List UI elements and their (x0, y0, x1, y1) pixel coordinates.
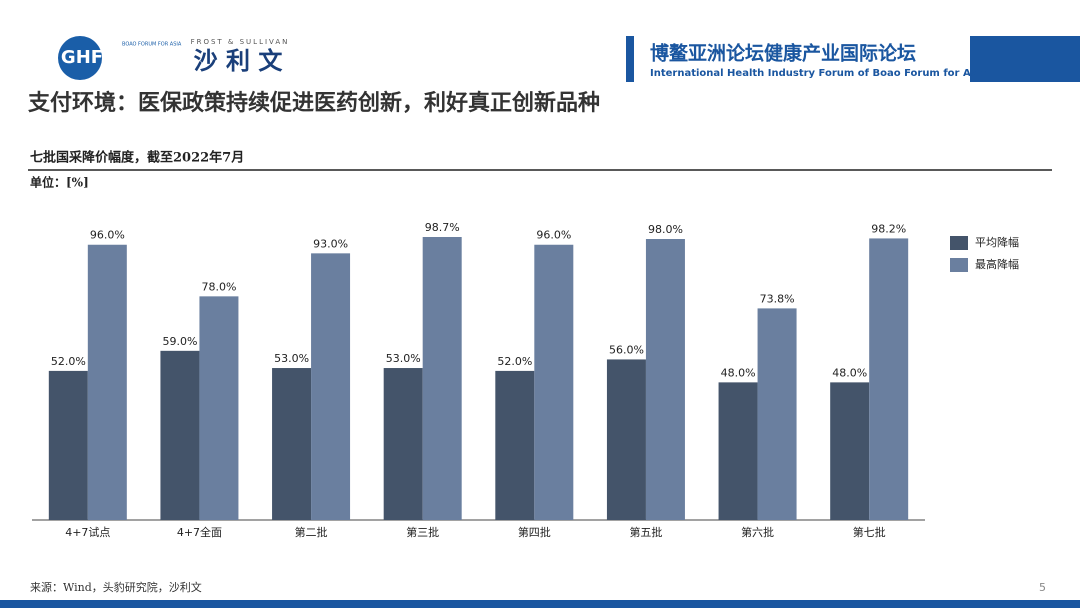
slide-title: 支付环境：医保政策持续促进医药创新，利好真正创新品种 (28, 90, 600, 116)
value-label: 98.0% (648, 223, 683, 236)
source: 来源：Wind，头豹研究院，沙利文 (30, 580, 202, 594)
value-label: 98.7% (425, 221, 460, 234)
value-label: 73.8% (760, 292, 795, 305)
bar (199, 296, 239, 520)
bar (311, 253, 351, 521)
bar (272, 368, 312, 520)
bar (645, 239, 685, 521)
value-label: 52.0% (497, 355, 532, 368)
brand-en: FROST & SULLIVAN (191, 38, 290, 46)
bar (48, 370, 88, 520)
value-label: 96.0% (90, 229, 125, 242)
bar (383, 368, 423, 520)
forum-cn: 博鳌亚洲论坛健康产业国际论坛 (650, 42, 916, 65)
legend-swatch (950, 258, 968, 272)
value-label: 52.0% (51, 355, 86, 368)
value-label: 59.0% (162, 335, 197, 348)
x-tick-label: 第四批 (518, 525, 551, 539)
x-tick-label: 4+7全面 (177, 525, 222, 539)
value-label: 96.0% (536, 229, 571, 242)
logo-globe (58, 36, 102, 80)
legend-swatch (950, 236, 968, 250)
logo-text: GHF (61, 47, 103, 68)
x-tick-label: 第七批 (853, 525, 886, 539)
brand: 沙 利 文 (194, 47, 284, 75)
chart-title: 七批国采降价幅度，截至2022年7月 (30, 150, 244, 166)
logo-small: BOAO FORUM FOR ASIA (122, 42, 182, 48)
forum-en: International Health Industry Forum of B… (650, 68, 987, 79)
bar (606, 359, 646, 520)
legend-label: 最高降幅 (975, 257, 1019, 271)
bar (757, 308, 797, 520)
value-label: 78.0% (201, 280, 236, 293)
legend-label: 平均降幅 (975, 235, 1019, 249)
value-label: 53.0% (274, 352, 309, 365)
bar (160, 350, 200, 520)
bar (534, 244, 574, 520)
value-label: 48.0% (832, 366, 867, 379)
x-tick-label: 第三批 (406, 525, 439, 539)
header-accent (626, 36, 634, 82)
value-label: 98.2% (871, 222, 906, 235)
x-tick-label: 4+7试点 (65, 526, 110, 539)
footer-bar (0, 600, 1080, 608)
unit: 单位：[%] (30, 175, 89, 190)
bar (422, 237, 462, 520)
header-block (970, 36, 1080, 82)
bar (869, 238, 909, 520)
bar (830, 382, 870, 520)
page-number: 5 (1039, 581, 1046, 594)
bar (718, 382, 758, 520)
x-tick-label: 第五批 (629, 525, 662, 539)
value-label: 48.0% (721, 366, 756, 379)
value-label: 53.0% (386, 352, 421, 365)
bar (87, 244, 127, 520)
value-label: 93.0% (313, 237, 348, 250)
x-tick-label: 第六批 (741, 525, 774, 539)
bar (495, 370, 535, 520)
value-label: 56.0% (609, 343, 644, 356)
x-tick-label: 第二批 (295, 525, 328, 539)
